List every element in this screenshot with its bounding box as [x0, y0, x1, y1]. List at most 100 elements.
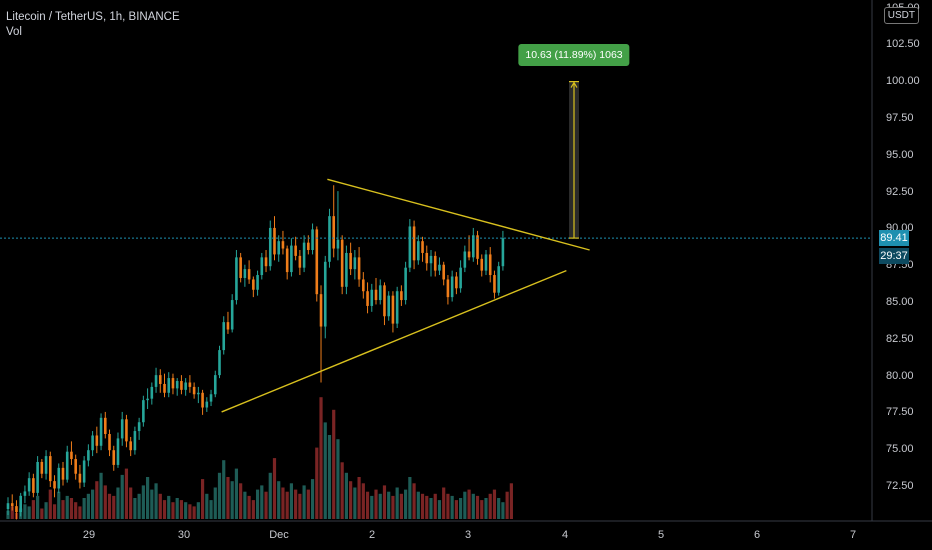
volume-bar	[505, 491, 509, 519]
volume-bar	[370, 495, 374, 519]
candle	[116, 432, 120, 468]
price-tick-label: 97.50	[886, 112, 914, 124]
candle	[404, 261, 407, 305]
volume-bar	[145, 477, 150, 519]
candle-body	[374, 289, 378, 301]
candle	[57, 463, 61, 493]
volume-bar	[488, 493, 492, 519]
candle	[218, 345, 221, 379]
volume-bar	[200, 479, 205, 519]
volume-bar	[116, 487, 120, 519]
volume-bar	[294, 489, 298, 519]
candle	[10, 494, 14, 511]
volume-bar	[285, 491, 289, 519]
candle-body	[15, 506, 18, 513]
candle-body	[150, 386, 154, 399]
volume-bar	[391, 495, 395, 519]
candle-body	[362, 279, 365, 292]
candle	[357, 247, 361, 287]
volume-bar	[315, 447, 319, 519]
volume-bar	[129, 487, 133, 519]
candle	[340, 235, 344, 295]
price-tick-label: 72.50	[886, 480, 914, 492]
candle-body	[129, 441, 132, 451]
volume-bar	[230, 481, 234, 519]
volume-bar	[471, 493, 475, 519]
candle-body	[252, 279, 255, 290]
price-tick-label: 82.50	[886, 332, 914, 345]
candle	[315, 226, 319, 302]
volume-legend-label[interactable]: Vol	[6, 26, 22, 38]
candle	[247, 260, 251, 284]
candle-body	[501, 238, 505, 267]
volume-bar	[95, 481, 99, 519]
volume-bar	[61, 500, 65, 519]
candle-body	[44, 456, 48, 474]
candle-body	[357, 257, 361, 280]
volume-bar	[150, 489, 154, 519]
candle-body	[112, 450, 116, 465]
candle	[222, 316, 226, 355]
volume-bar	[387, 491, 391, 519]
volume-bar	[243, 491, 247, 519]
candle-body	[455, 276, 458, 289]
candle	[209, 389, 213, 407]
candle-body	[180, 381, 183, 390]
volume-bar	[463, 491, 467, 519]
volume-bar	[52, 504, 57, 519]
volume-bar	[234, 468, 239, 519]
candle	[480, 254, 484, 277]
candle	[243, 264, 247, 287]
volume-bar	[31, 500, 35, 519]
candle	[488, 247, 492, 283]
measure-label[interactable]: 10.63 (11.89%) 1063	[518, 43, 630, 66]
candle-body	[243, 269, 247, 278]
volume-bar	[78, 506, 82, 519]
volume-bar	[69, 498, 74, 519]
currency-badge[interactable]: USDT	[883, 7, 919, 24]
volume-bar	[298, 493, 302, 519]
candle	[349, 242, 352, 276]
candle-body	[328, 216, 331, 262]
triangle-pattern[interactable]	[221, 178, 590, 413]
volume-bar	[217, 472, 222, 519]
candle	[103, 411, 107, 439]
candle-body	[222, 322, 226, 351]
volume-bar	[268, 472, 272, 519]
candle-body	[268, 227, 272, 267]
candle	[213, 370, 217, 398]
countdown-tag: 29:37	[879, 248, 909, 265]
volume-bar	[251, 500, 255, 519]
candle-body	[472, 235, 475, 258]
candle-body	[450, 276, 454, 298]
volume-bar	[137, 493, 141, 519]
volume-bar	[82, 498, 86, 519]
time-tick-label: Dec	[269, 529, 289, 541]
candle-body	[302, 242, 306, 268]
candle-body	[446, 279, 450, 298]
volume-bar	[404, 489, 408, 519]
candle	[450, 270, 454, 302]
volume-bar	[319, 397, 323, 519]
volume-bar	[277, 481, 281, 519]
volume-bar	[289, 483, 294, 519]
candle-body	[23, 491, 27, 496]
candle-body	[488, 254, 492, 276]
candle-body	[256, 275, 259, 290]
candle-body	[125, 419, 128, 442]
time-tick-label: 29	[82, 529, 96, 541]
volume-bar	[408, 477, 412, 519]
candle-body	[307, 242, 310, 251]
candle-body	[184, 382, 187, 390]
candle-body	[133, 431, 137, 451]
symbol-title[interactable]: Litecoin / TetherUS, 1h, BINANCE	[6, 11, 180, 23]
candle-body	[378, 285, 382, 301]
price-range-measure[interactable]	[569, 81, 579, 239]
candle	[277, 235, 281, 262]
volume-bar	[378, 493, 382, 519]
candle-body	[433, 255, 437, 271]
candle	[239, 252, 242, 283]
volume-bar	[480, 500, 484, 519]
